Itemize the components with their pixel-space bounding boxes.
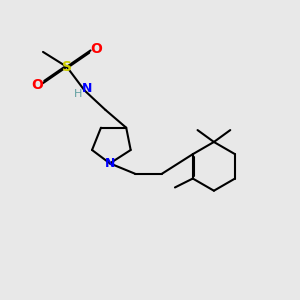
Text: N: N bbox=[105, 158, 116, 170]
Text: O: O bbox=[32, 78, 44, 92]
Text: S: S bbox=[62, 60, 72, 74]
Text: H: H bbox=[74, 89, 82, 99]
Text: O: O bbox=[90, 42, 102, 56]
Text: N: N bbox=[82, 82, 92, 95]
